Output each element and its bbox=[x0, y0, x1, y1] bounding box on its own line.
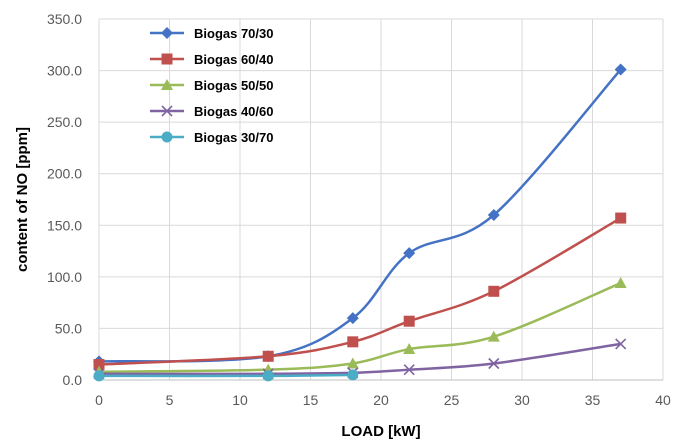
legend: Biogas 70/30 Biogas 60/40 Biogas 50/50 Biog… bbox=[150, 26, 274, 145]
y-tick-label: 100.0 bbox=[47, 269, 82, 285]
data-point-marker bbox=[346, 357, 359, 369]
series-line bbox=[98, 281, 622, 373]
data-point-marker bbox=[93, 359, 105, 371]
legend-swatch-marker bbox=[161, 27, 173, 39]
x-tick-label: 20 bbox=[373, 392, 389, 408]
series-4 bbox=[93, 338, 627, 380]
x-tick-label: 35 bbox=[585, 392, 601, 408]
legend-label: Biogas 60/40 bbox=[194, 52, 274, 67]
data-point-marker bbox=[262, 350, 274, 362]
data-point-marker bbox=[346, 312, 359, 325]
series-line bbox=[98, 373, 353, 378]
legend-swatch-marker bbox=[161, 79, 173, 90]
data-point-marker bbox=[347, 336, 359, 348]
y-tick-label: 300.0 bbox=[47, 63, 82, 79]
legend-label: Biogas 70/30 bbox=[194, 26, 274, 41]
data-point-marker bbox=[347, 369, 359, 381]
legend-label: Biogas 40/60 bbox=[194, 104, 274, 119]
series-line bbox=[98, 216, 622, 366]
legend-swatch-marker bbox=[161, 105, 173, 117]
series-5 bbox=[93, 369, 359, 382]
legend-swatch-marker bbox=[161, 53, 173, 65]
x-tick-label: 30 bbox=[514, 392, 530, 408]
data-point-marker bbox=[403, 364, 415, 376]
y-tick-label: 150.0 bbox=[47, 217, 82, 233]
legend-item: Biogas 60/40 bbox=[150, 52, 274, 67]
data-point-marker bbox=[487, 208, 500, 221]
legend-item: Biogas 50/50 bbox=[150, 78, 274, 93]
y-tick-label: 50.0 bbox=[55, 320, 82, 336]
data-point-marker bbox=[403, 343, 416, 355]
data-point-marker bbox=[614, 63, 627, 76]
y-axis-title: content of NO [ppm] bbox=[14, 127, 31, 272]
legend-item: Biogas 70/30 bbox=[150, 26, 274, 41]
x-tick-label: 5 bbox=[166, 392, 174, 408]
legend-item: Biogas 40/60 bbox=[150, 104, 274, 119]
x-tick-label: 10 bbox=[232, 392, 248, 408]
data-point-marker bbox=[488, 357, 500, 370]
data-point-marker bbox=[93, 370, 105, 382]
grid bbox=[98, 18, 664, 381]
data-point-marker bbox=[615, 338, 627, 350]
x-axis-title: LOAD [kW] bbox=[341, 423, 420, 440]
series-layer bbox=[93, 63, 627, 382]
legend-label: Biogas 50/50 bbox=[194, 78, 274, 93]
data-point-marker bbox=[403, 247, 416, 260]
series-2 bbox=[93, 212, 627, 371]
x-tick-label: 25 bbox=[444, 392, 460, 408]
data-point-marker bbox=[488, 285, 500, 297]
data-point-marker bbox=[614, 277, 627, 289]
legend-swatch-marker bbox=[161, 131, 173, 143]
x-tick-label: 15 bbox=[303, 392, 319, 408]
data-point-marker bbox=[403, 315, 415, 327]
data-point-marker bbox=[615, 212, 627, 224]
x-tick-label: 0 bbox=[95, 392, 103, 408]
x-tick-label: 40 bbox=[655, 392, 671, 408]
y-tick-label: 200.0 bbox=[47, 166, 82, 182]
data-point-marker bbox=[262, 370, 274, 382]
series-1 bbox=[93, 63, 627, 368]
y-tick-label: 350.0 bbox=[47, 11, 82, 27]
legend-item: Biogas 30/70 bbox=[150, 130, 274, 145]
y-tick-label: 250.0 bbox=[47, 114, 82, 130]
series-line bbox=[98, 342, 621, 376]
y-tick-label: 0.0 bbox=[63, 372, 83, 388]
data-point-marker bbox=[487, 330, 500, 342]
axes: 0 5 10 15 20 25 30 35 40 0.0 50.0 100.0 150.0 200.0 25… bbox=[47, 11, 671, 408]
legend-label: Biogas 30/70 bbox=[194, 130, 274, 145]
